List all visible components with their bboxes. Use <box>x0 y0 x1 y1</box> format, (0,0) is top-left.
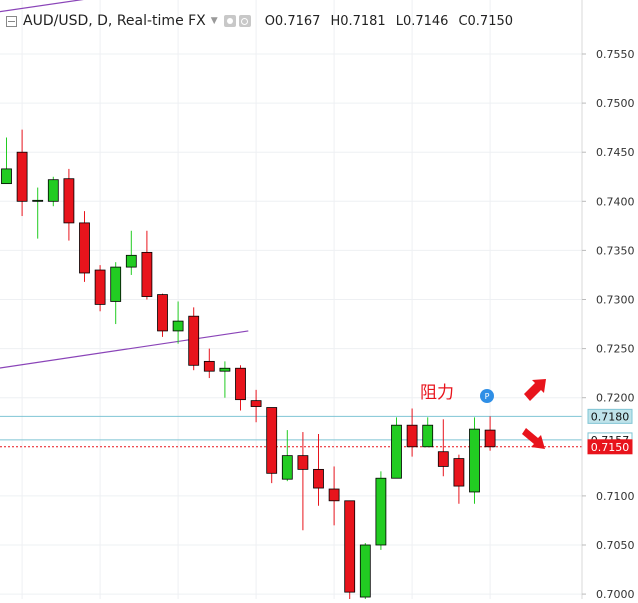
candle-down <box>313 468 324 489</box>
candle-down <box>203 360 215 372</box>
y-tick-label: 0.7300 <box>596 294 635 307</box>
candle-down <box>484 429 496 448</box>
chevron-down-icon[interactable]: ▼ <box>210 16 218 26</box>
candle-down <box>157 294 168 332</box>
candle-down <box>250 400 262 407</box>
candle-up <box>391 424 402 479</box>
candle-up <box>1 168 12 185</box>
trendline[interactable] <box>0 330 249 369</box>
candle-up <box>125 254 137 268</box>
trendline[interactable] <box>0 0 248 13</box>
candle-up <box>219 367 231 372</box>
candle-down <box>141 251 153 297</box>
candle-up <box>422 424 434 448</box>
candle-down <box>16 151 28 202</box>
candle-down <box>188 315 200 366</box>
y-tick-label: 0.7350 <box>596 244 635 257</box>
candle-down <box>94 269 106 305</box>
candle-down <box>63 178 75 224</box>
trendlines[interactable] <box>0 0 249 369</box>
ohlc-high: H0.7181 <box>330 13 386 29</box>
y-tick-label: 0.7050 <box>596 539 635 552</box>
candle-down <box>453 458 465 487</box>
candle-down <box>437 451 449 467</box>
candle-up <box>281 455 293 480</box>
y-tick-label: 0.7400 <box>596 195 635 208</box>
candle-down <box>297 455 309 470</box>
price-badge-label: 0.7150 <box>591 441 630 454</box>
y-tick-label: 0.7200 <box>596 392 635 405</box>
ohlc-close: C0.7150 <box>458 13 514 29</box>
ohlc-open: O0.7167 <box>264 13 321 29</box>
y-tick-label: 0.7100 <box>596 490 635 503</box>
symbol-title[interactable]: AUD/USD, D, Real-time FX <box>23 13 206 29</box>
candles <box>1 129 496 599</box>
price-badge <box>587 408 633 424</box>
price-badge-label: 0.7180 <box>591 410 630 423</box>
y-tick-label: 0.7250 <box>596 343 635 356</box>
y-tick-label: 0.7450 <box>596 146 635 159</box>
ohlc-low: L0.7146 <box>395 13 449 29</box>
candle-up <box>110 266 122 302</box>
candle-up <box>359 544 371 598</box>
annotations: 阻力 P <box>420 379 546 449</box>
grid <box>0 0 582 599</box>
candle-up <box>172 320 184 332</box>
y-tick-label: 0.7550 <box>596 48 635 61</box>
price-badge <box>587 439 633 455</box>
candle-down <box>344 500 356 593</box>
event-marker-icon[interactable] <box>480 389 494 403</box>
candle-up <box>32 199 44 202</box>
arrow-down-icon <box>522 428 545 449</box>
collapse-icon[interactable] <box>6 15 17 27</box>
candle-up <box>375 477 387 546</box>
candle-up <box>47 179 59 202</box>
y-tick-label: 0.7000 <box>596 588 635 599</box>
chart-header: AUD/USD, D, Real-time FX ▼ O0.7167 H0.71… <box>0 6 580 36</box>
price-axis[interactable]: 0.7550 0.7500 0.7450 0.7400 0.7350 0.7300 0.72… <box>582 48 635 601</box>
y-tick-label: 0.7500 <box>596 97 635 110</box>
candle-down <box>266 407 278 474</box>
candle-down <box>406 424 418 448</box>
arrow-up-icon <box>524 379 546 401</box>
gear-icon[interactable] <box>238 15 251 27</box>
candle-down <box>328 488 340 502</box>
eye-icon[interactable] <box>223 15 236 27</box>
resistance-label: 阻力 <box>420 383 454 403</box>
candle-down <box>79 222 90 274</box>
candle-down <box>235 367 246 401</box>
event-marker-label: P <box>485 392 490 401</box>
candle-up <box>469 428 480 493</box>
